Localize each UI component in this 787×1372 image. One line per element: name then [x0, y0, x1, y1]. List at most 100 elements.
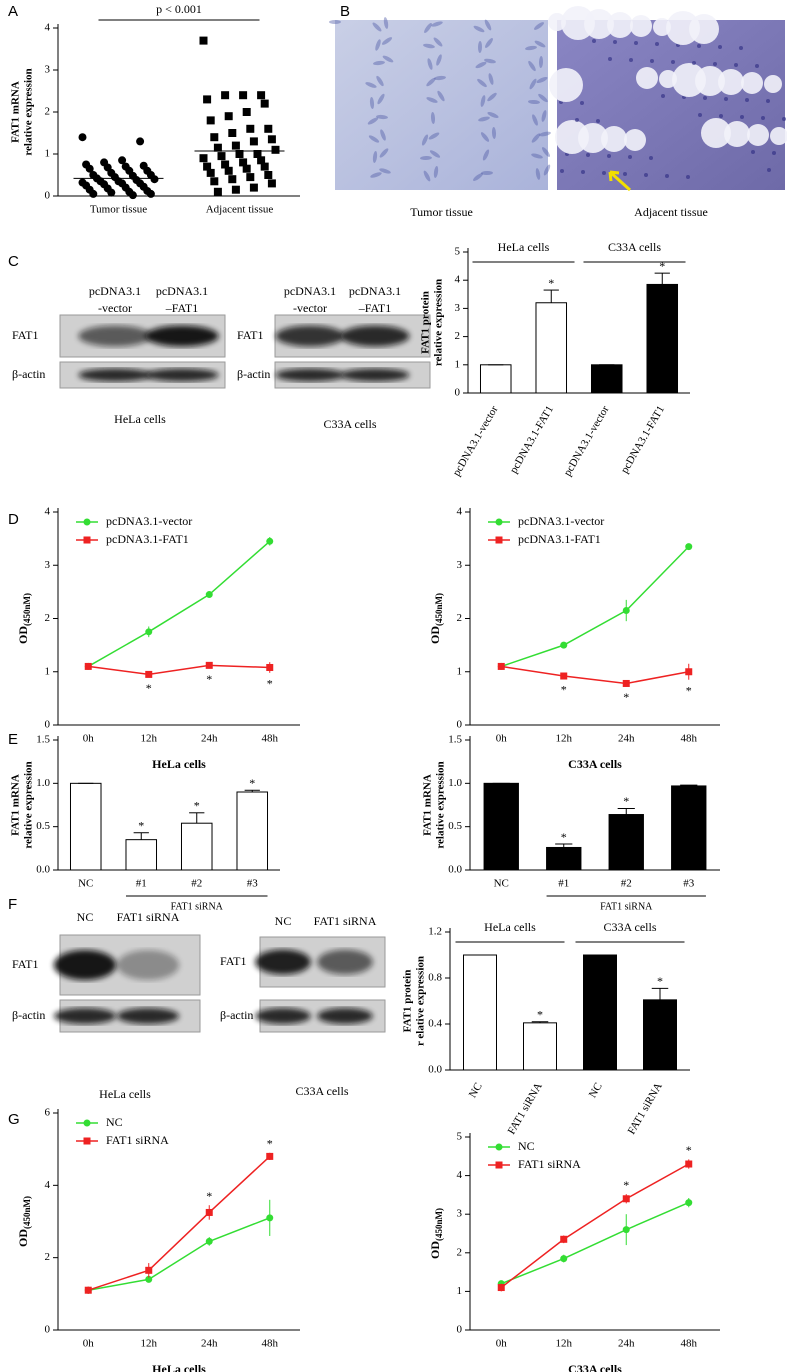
significance-star: * — [146, 681, 152, 695]
tissue-texture — [426, 77, 436, 87]
marker — [260, 99, 269, 108]
marker — [266, 663, 274, 671]
tissue-texture — [782, 117, 786, 121]
marker — [145, 1266, 153, 1274]
y-tick-label: 1 — [457, 1285, 463, 1297]
marker — [78, 133, 87, 142]
tissue-texture — [628, 155, 632, 159]
x-tick-label: 12h — [141, 733, 158, 745]
legend-marker — [495, 1143, 503, 1151]
x-tick-label: #2 — [621, 878, 632, 890]
tissue-texture — [698, 113, 702, 117]
tissue-texture — [431, 21, 443, 27]
tissue-texture — [477, 78, 487, 88]
marker — [213, 143, 222, 152]
y-tick-label: 5 — [457, 1131, 463, 1143]
blot-header: –FAT1 — [358, 301, 391, 315]
fat-cell — [624, 129, 646, 151]
bar — [590, 364, 623, 394]
y-tick-label: 0 — [457, 719, 463, 731]
marker — [84, 662, 92, 670]
tissue-texture — [755, 64, 759, 68]
y-tick-label: 4 — [457, 1169, 463, 1181]
fat-cell — [718, 69, 744, 95]
panel-letter: D — [8, 511, 19, 528]
marker — [497, 662, 505, 670]
tissue-texture — [665, 174, 669, 178]
y-tick-label: 0.0 — [448, 864, 462, 876]
tissue-texture — [528, 60, 536, 72]
tissue-texture — [713, 62, 717, 66]
blot-band — [53, 950, 117, 980]
tissue-texture — [528, 99, 540, 105]
legend-label: FAT1 siRNA — [518, 1157, 581, 1171]
marker — [203, 95, 212, 104]
y-tick-label: 2 — [457, 1246, 463, 1258]
marker — [224, 112, 233, 121]
y-tick-label: 0 — [45, 190, 51, 202]
tissue-texture — [536, 76, 548, 84]
tissue-texture — [480, 132, 490, 142]
y-tick-label: 0 — [45, 1324, 51, 1336]
y-tick-label: 0.4 — [428, 1018, 442, 1030]
tissue-texture — [766, 99, 770, 103]
tissue-texture — [475, 61, 487, 69]
tissue-texture — [382, 55, 394, 63]
x-tick-label: NC — [587, 1081, 605, 1100]
marker — [239, 91, 248, 100]
y-axis-label-main: OD — [16, 626, 30, 644]
significance-star: * — [623, 794, 629, 808]
tissue-texture — [372, 151, 378, 163]
tissue-texture — [379, 148, 389, 158]
x-tick-label: Tumor tissue — [90, 204, 147, 216]
y-tick-label: 3 — [45, 64, 51, 76]
marker — [622, 1226, 630, 1234]
tissue-texture — [661, 94, 665, 98]
bar — [583, 954, 617, 1071]
group-label: C33A cells — [608, 240, 661, 254]
blot-band — [255, 949, 311, 975]
group-label: HeLa cells — [498, 240, 550, 254]
tissue-texture — [428, 132, 440, 140]
tissue-texture — [719, 114, 723, 118]
significance-star: * — [623, 1178, 629, 1192]
tissue-texture — [478, 116, 490, 122]
tissue-texture — [473, 25, 485, 33]
significance-star: * — [267, 1137, 273, 1151]
significance-star: * — [267, 677, 273, 691]
tissue-texture — [434, 75, 446, 81]
bar — [546, 846, 582, 871]
marker — [560, 1235, 568, 1243]
blot-band — [317, 949, 373, 975]
marker — [128, 191, 137, 200]
marker — [210, 133, 219, 142]
marker — [205, 591, 213, 599]
x-tick-label: 24h — [201, 1338, 218, 1350]
tissue-texture — [487, 92, 497, 102]
blot-band — [53, 1008, 117, 1024]
y-axis-label: OD(450nM) — [428, 593, 444, 644]
marker — [118, 156, 127, 165]
blot-header: FAT1 siRNA — [117, 910, 180, 924]
bar — [236, 791, 269, 871]
tissue-texture — [377, 93, 385, 105]
tissue-texture — [532, 114, 538, 126]
tissue-texture — [761, 116, 765, 120]
x-tick-label: 48h — [262, 733, 279, 745]
marker — [89, 189, 98, 198]
legend-marker — [495, 536, 503, 544]
y-axis-label-main: OD — [428, 626, 442, 644]
tissue-texture — [531, 153, 543, 159]
tissue-texture — [539, 131, 551, 137]
marker — [497, 1284, 505, 1292]
blot-band — [145, 325, 219, 347]
y-tick-label: 1.0 — [36, 777, 50, 789]
tissue-texture — [433, 166, 439, 178]
y-tick-label: 0.8 — [428, 972, 442, 984]
marker — [224, 166, 233, 175]
marker — [228, 175, 237, 184]
tissue-texture — [484, 19, 492, 31]
fat-cell — [636, 67, 658, 89]
tissue-texture — [379, 168, 391, 174]
y-tick-label: 0 — [455, 387, 461, 399]
